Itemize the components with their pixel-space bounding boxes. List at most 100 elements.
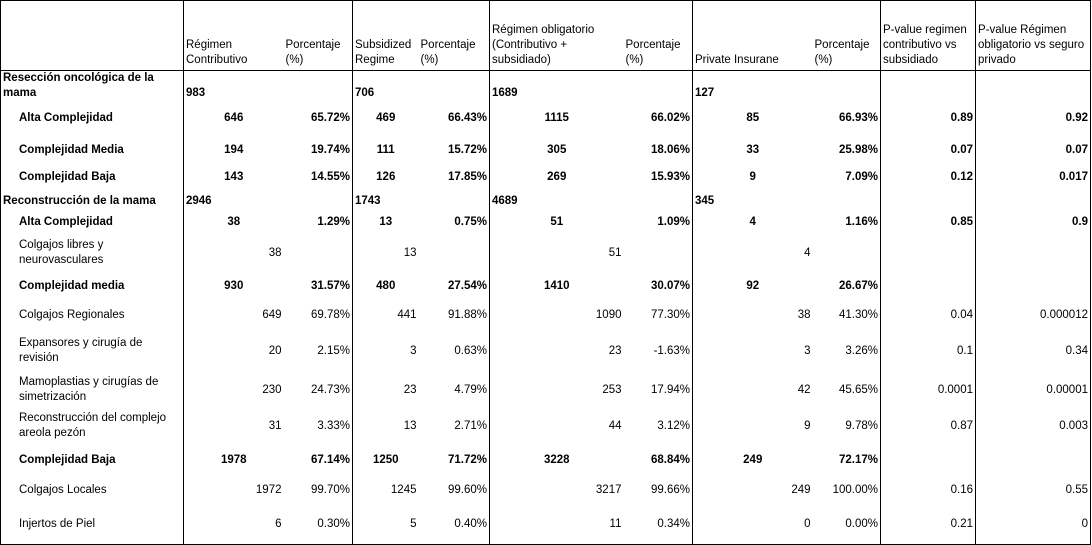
table-cell: 99.70% bbox=[310, 483, 350, 496]
table-cell: 31 bbox=[183, 407, 284, 445]
table-cell: 13 bbox=[352, 407, 419, 445]
table-cell: 67.14% bbox=[310, 453, 350, 466]
table-cell: 441 bbox=[352, 301, 419, 329]
table-cell: 0.40% bbox=[454, 517, 487, 530]
column-header: Private Insurane bbox=[692, 0, 813, 71]
table-row: Complejidad Baja 143 14.55% 126 17.85% 269 15.… bbox=[1, 165, 1091, 189]
table-cell: 0.9 bbox=[975, 209, 1091, 235]
table-cell: 65.72% bbox=[310, 111, 350, 124]
table-cell: 99.60% bbox=[447, 483, 487, 496]
table-cell: -1.63% bbox=[653, 344, 690, 357]
table-row: Alta Complejidad 646 65.72% 469 66.43% 1115 66… bbox=[1, 101, 1091, 135]
table-cell: 15.72% bbox=[447, 143, 487, 156]
table-cell: 69.78% bbox=[310, 308, 350, 321]
table-cell: 3217 bbox=[489, 475, 624, 505]
table-cell: 26.67% bbox=[838, 279, 878, 292]
table-cell: 2.71% bbox=[454, 419, 487, 432]
table-cell: 0.30% bbox=[317, 517, 350, 530]
table-cell: 2946 bbox=[183, 189, 284, 209]
row-label: Complejidad media bbox=[19, 279, 125, 292]
table-cell: 38 bbox=[692, 301, 813, 329]
table-row: Injertos de Piel 6 0.30% 5 0.40% 11 0.34% 0 0.00… bbox=[1, 505, 1091, 544]
table-cell: 0.00% bbox=[845, 517, 878, 530]
table-cell: 649 bbox=[183, 301, 284, 329]
table-cell bbox=[880, 271, 976, 301]
table-cell bbox=[975, 189, 1091, 209]
table-cell: 5 bbox=[352, 505, 419, 544]
table-cell bbox=[975, 445, 1091, 475]
table-cell: 3228 bbox=[489, 445, 624, 475]
table-cell bbox=[624, 71, 693, 102]
table-cell: 111 bbox=[352, 135, 419, 165]
table-row: Mamoplastias y cirugías de simetrización… bbox=[1, 373, 1091, 407]
table-row: Expansores y cirugía de revisión 20 2.15% 3… bbox=[1, 329, 1091, 373]
table-cell: 92 bbox=[692, 271, 813, 301]
table-cell: 68.84% bbox=[650, 453, 690, 466]
table-cell: 19.74% bbox=[310, 143, 350, 156]
table-cell: 230 bbox=[183, 373, 284, 407]
table-cell: 66.02% bbox=[650, 111, 690, 124]
table-cell: 38 bbox=[183, 235, 284, 271]
table-cell: 480 bbox=[352, 271, 419, 301]
table-cell: 1972 bbox=[183, 475, 284, 505]
table-cell: 249 bbox=[692, 475, 813, 505]
table-cell: 0.003 bbox=[975, 407, 1091, 445]
table-cell: 983 bbox=[183, 70, 284, 101]
table-cell: 469 bbox=[352, 101, 419, 135]
table-row: Reconstrucción de la mama 2946 1743 4689 345 bbox=[1, 189, 1091, 209]
table-cell: 345 bbox=[692, 189, 813, 209]
table-cell: 15.93% bbox=[650, 170, 690, 183]
table-cell: 253 bbox=[489, 373, 624, 407]
table-cell: 4 bbox=[692, 235, 813, 271]
table-cell: 91.88% bbox=[447, 308, 487, 321]
table-cell: 27.54% bbox=[447, 279, 487, 292]
table-cell: 9 bbox=[692, 407, 813, 445]
table-cell: 4.79% bbox=[454, 383, 487, 396]
table-cell bbox=[624, 189, 693, 209]
table-cell: 0.34% bbox=[657, 517, 690, 530]
table-cell: 0.000012 bbox=[975, 301, 1091, 329]
table-cell: 1743 bbox=[352, 189, 419, 209]
table-row: Complejidad Media 194 19.74% 111 15.72% 305 18… bbox=[1, 135, 1091, 165]
table-cell: 0.89 bbox=[880, 101, 976, 135]
table-cell: 3 bbox=[692, 329, 813, 373]
table-cell: 0.16 bbox=[880, 475, 976, 505]
table-cell: 930 bbox=[183, 271, 284, 301]
table-cell bbox=[419, 71, 490, 102]
table-cell bbox=[284, 71, 353, 102]
table-row: Colgajos Regionales 649 69.78% 441 91.88% 109… bbox=[1, 301, 1091, 329]
table-cell: 7.09% bbox=[845, 170, 878, 183]
table-cell bbox=[419, 189, 490, 209]
table-cell bbox=[813, 71, 881, 102]
table-cell bbox=[813, 189, 881, 209]
table-cell bbox=[284, 235, 353, 271]
table-cell: 0.21 bbox=[880, 505, 976, 544]
table-cell bbox=[975, 271, 1091, 301]
row-label: Injertos de Piel bbox=[19, 517, 96, 530]
table-cell: 1.09% bbox=[657, 215, 690, 228]
row-label: Expansores y cirugía de revisión bbox=[19, 337, 143, 364]
table-cell: 44 bbox=[489, 407, 624, 445]
table-cell: 9.78% bbox=[845, 419, 878, 432]
table-cell: 0.017 bbox=[975, 165, 1091, 189]
table-cell: 249 bbox=[692, 445, 813, 475]
row-label: Alta Complejidad bbox=[19, 111, 113, 124]
table-cell: 1.29% bbox=[317, 215, 350, 228]
table-cell: 38 bbox=[183, 209, 284, 235]
table-cell: 51 bbox=[489, 235, 624, 271]
table-cell: 0.07 bbox=[975, 135, 1091, 165]
table-cell: 0.92 bbox=[975, 101, 1091, 135]
column-header: P-value regimen contributivo vs subsidia… bbox=[880, 0, 976, 71]
table-cell: 0.12 bbox=[880, 165, 976, 189]
table-row: Complejidad media 930 31.57% 480 27.54% 1410 3… bbox=[1, 271, 1091, 301]
column-header: Régimen obligatorio (Contributivo + subs… bbox=[489, 0, 624, 71]
table-cell: 269 bbox=[489, 165, 624, 189]
table-cell: 100.00% bbox=[832, 483, 878, 496]
table-cell bbox=[975, 235, 1091, 271]
table-cell bbox=[975, 70, 1091, 101]
table-cell bbox=[880, 70, 976, 101]
table-cell: 0 bbox=[975, 505, 1091, 544]
table-cell: 0.00001 bbox=[975, 373, 1091, 407]
column-header: Subsidized Regime bbox=[352, 0, 419, 71]
